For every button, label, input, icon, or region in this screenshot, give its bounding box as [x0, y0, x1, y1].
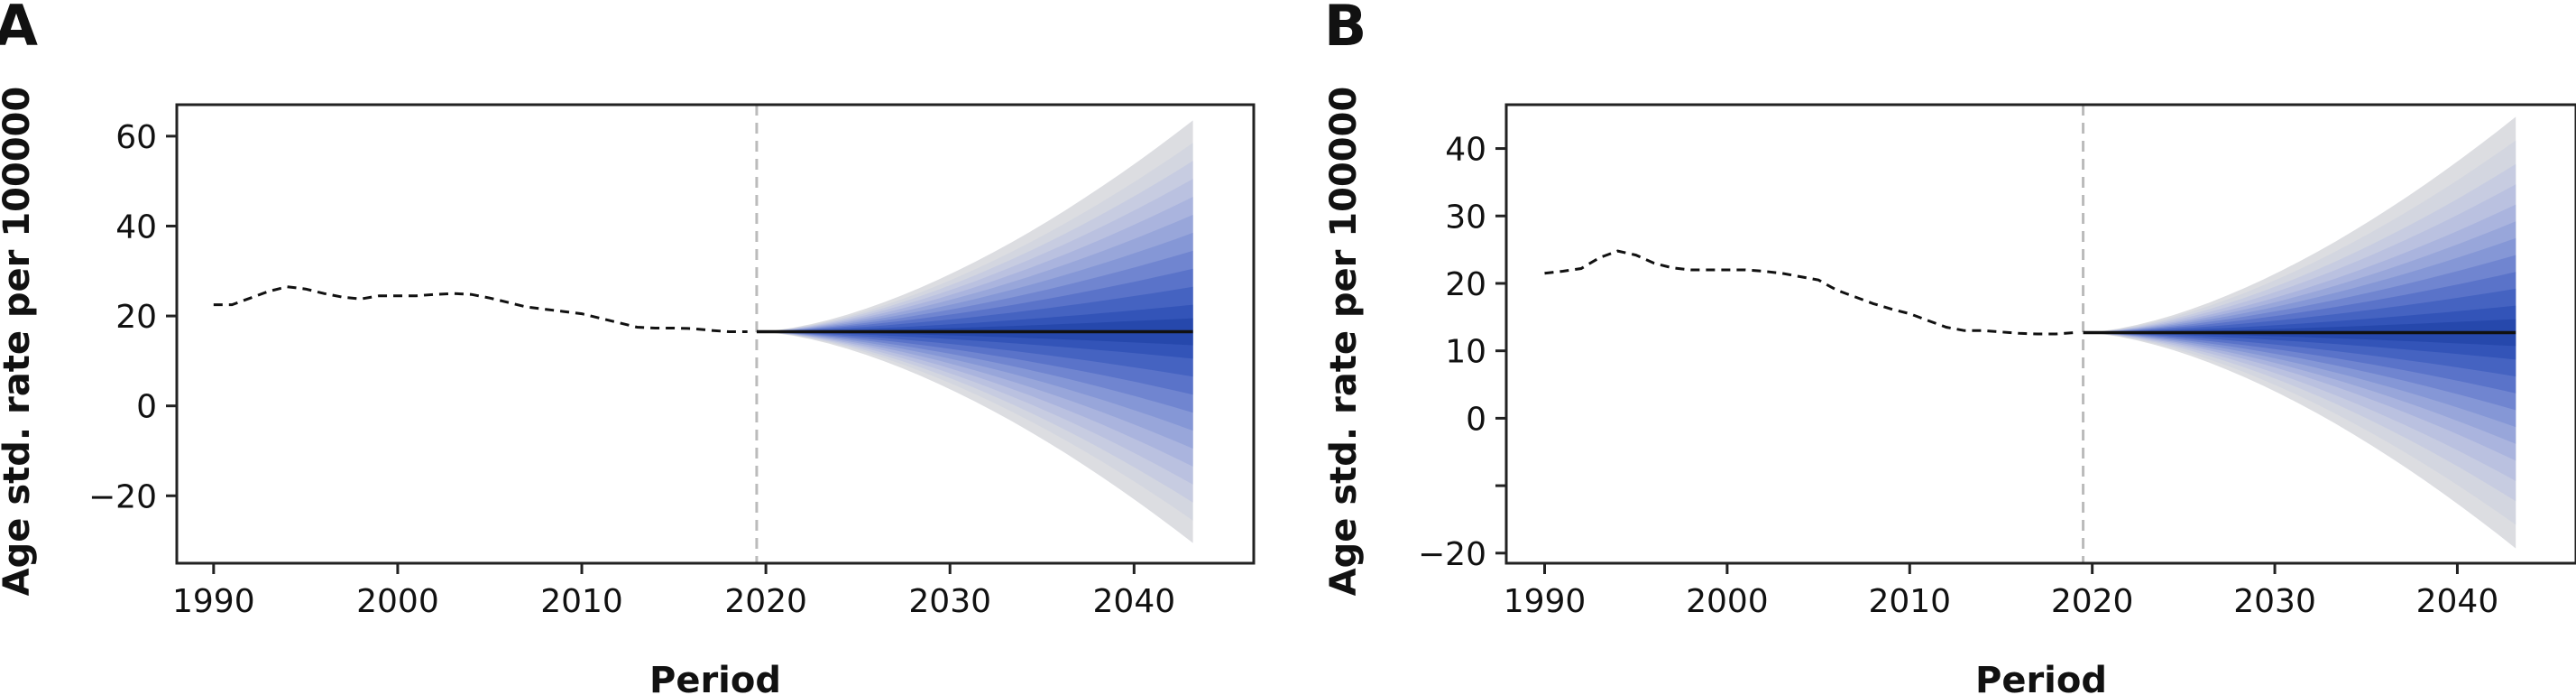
panel-a-y-tick-label: −20 — [88, 478, 157, 515]
panel-b-y-axis-title: Age std. rate per 100000 — [1323, 87, 1365, 597]
panel-b-y-axis: −20 0 10 20 30 40 — [1418, 132, 1506, 573]
panel-a-x-axis: 1990 2000 2010 2020 2030 2040 — [172, 563, 1175, 620]
panel-b-letter: B — [1324, 0, 1366, 59]
panel-b-y-tick-label: −20 — [1418, 536, 1486, 573]
panel-b-x-axis: 1990 2000 2010 2020 2030 2040 — [1504, 563, 2499, 620]
panel-a-x-tick-label: 2010 — [540, 583, 623, 620]
panel-b-plot-frame — [1504, 103, 2576, 565]
panel-a-x-tick-label: 2020 — [724, 583, 807, 620]
panel-b-x-axis-title: Period — [1975, 660, 2107, 695]
panel-a-y-axis: −20 0 20 40 60 — [88, 119, 177, 515]
panel-a-y-tick-label: 20 — [115, 299, 157, 336]
panel-b-x-tick-label: 2040 — [2416, 583, 2499, 620]
panel-b-y-tick-label: 40 — [1445, 132, 1486, 169]
panel-b-x-tick-label: 2010 — [1868, 583, 1951, 620]
panel-b-x-tick-label: 2000 — [1686, 583, 1769, 620]
panel-b-x-tick-label: 2030 — [2233, 583, 2316, 620]
panel-b: B 1990 2000 2010 2020 2030 2040 −20010203040 … — [1323, 0, 2576, 695]
panel-b-y-tick-label: 10 — [1445, 334, 1486, 371]
panel-b-y-tick-label: 0 — [1466, 401, 1486, 438]
panel-a-x-axis-title: Period — [649, 660, 781, 695]
panel-a-historical-line — [213, 285, 748, 333]
panel-b-y-tick-label: 30 — [1445, 199, 1486, 236]
panel-b-x-tick-label: 2020 — [2051, 583, 2134, 620]
panel-a-plot-frame — [175, 103, 1256, 565]
panel-a-letter: A — [0, 0, 38, 59]
panel-b-historical-line — [1544, 249, 2075, 336]
panel-a-y-axis-title: Age std. rate per 100000 — [0, 87, 38, 597]
panel-a-x-tick-label: 1990 — [172, 583, 255, 620]
panel-a-y-tick-label: 60 — [115, 119, 157, 156]
panel-a-x-tick-label: 2040 — [1093, 583, 1176, 620]
panel-a-y-tick-label: 0 — [136, 389, 157, 426]
panel-a-x-tick-label: 2030 — [908, 583, 991, 620]
panel-a-y-tick-label: 40 — [115, 208, 157, 246]
panel-b-x-tick-label: 1990 — [1504, 583, 1587, 620]
panel-a-x-tick-label: 2000 — [356, 583, 439, 620]
panel-b-y-tick-label: 20 — [1445, 266, 1486, 303]
